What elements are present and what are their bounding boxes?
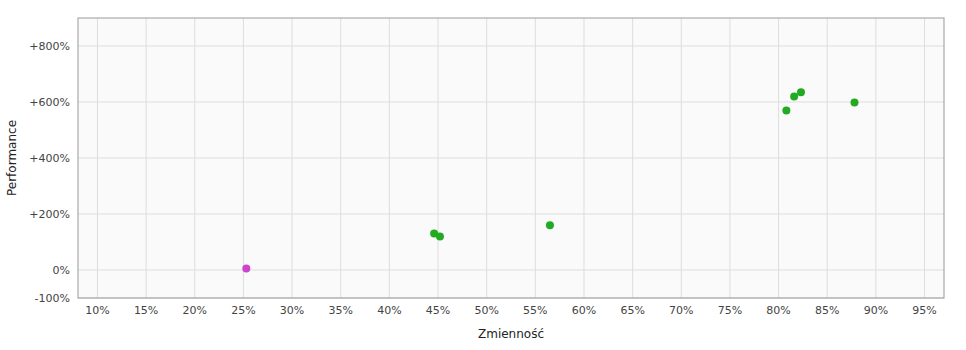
y-grid-line xyxy=(78,102,944,103)
y-grid-line xyxy=(78,158,944,159)
plot-frame xyxy=(78,18,944,298)
scatter-point xyxy=(797,88,805,96)
plot-background xyxy=(78,18,944,298)
x-tick-label: 85% xyxy=(815,304,839,317)
x-tick-label: 75% xyxy=(718,304,742,317)
x-tick-label: 65% xyxy=(620,304,644,317)
y-tick-label: +200% xyxy=(29,208,70,221)
x-tick-label: 40% xyxy=(377,304,401,317)
points xyxy=(242,88,858,272)
x-tick-label: 15% xyxy=(134,304,158,317)
scatter-point xyxy=(790,92,798,100)
x-tick-label: 70% xyxy=(669,304,693,317)
y-tick-label: +800% xyxy=(29,40,70,53)
scatter-point xyxy=(546,221,554,229)
x-tick-label: 20% xyxy=(183,304,207,317)
x-tick-label: 50% xyxy=(474,304,498,317)
x-tick-label: 45% xyxy=(426,304,450,317)
y-tick-label: +400% xyxy=(29,152,70,165)
y-grid-line xyxy=(78,270,944,271)
y-tick-label: +600% xyxy=(29,96,70,109)
axes: 10% 15% 20% 25% 30% 35% 40% 45% 50% 55% 60% 65% 70% 7… xyxy=(5,18,944,341)
x-tick-label: 30% xyxy=(280,304,304,317)
x-tick-label: 90% xyxy=(864,304,888,317)
scatter-point xyxy=(850,99,858,107)
chart: 10% 15% 20% 25% 30% 35% 40% 45% 50% 55% 60% 65% 70% 7… xyxy=(0,0,966,350)
x-tick-label: 80% xyxy=(766,304,790,317)
y-grid-line xyxy=(78,46,944,47)
grid xyxy=(78,18,944,298)
y-axis-title: Performance xyxy=(5,120,19,196)
x-axis-title: Zmienność xyxy=(478,327,544,341)
x-tick-label: 60% xyxy=(572,304,596,317)
scatter-point xyxy=(782,106,790,114)
x-tick-label: 95% xyxy=(912,304,936,317)
scatter-point xyxy=(242,265,250,273)
x-tick-label: 10% xyxy=(85,304,109,317)
x-tick-label: 25% xyxy=(231,304,255,317)
x-tick-label: 55% xyxy=(523,304,547,317)
y-grid-line xyxy=(78,214,944,215)
x-tick-label: 35% xyxy=(328,304,352,317)
scatter-point xyxy=(436,232,444,240)
y-tick-label: 0% xyxy=(53,264,70,277)
y-tick-label: -100% xyxy=(35,292,70,305)
